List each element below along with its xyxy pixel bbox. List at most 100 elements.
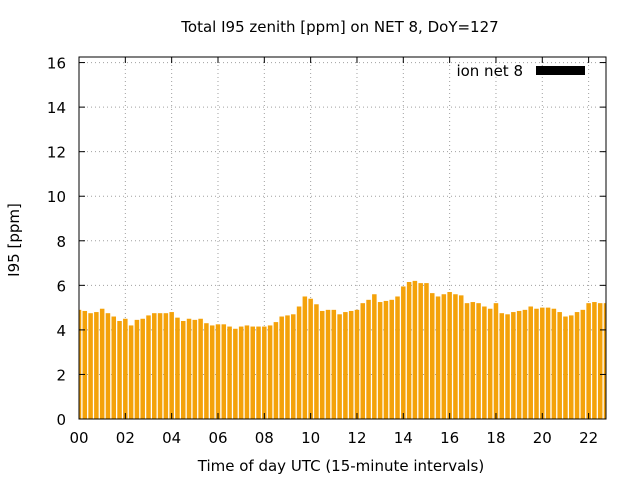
bar bbox=[366, 299, 371, 419]
bar bbox=[82, 310, 88, 419]
x-tick-label: 00 bbox=[69, 429, 88, 447]
bar bbox=[505, 314, 510, 419]
bar bbox=[163, 313, 169, 419]
bar bbox=[557, 312, 562, 419]
legend-label: ion net 8 bbox=[456, 62, 523, 80]
bar bbox=[105, 313, 111, 419]
y-tick-label: 10 bbox=[47, 188, 66, 206]
bar bbox=[308, 298, 313, 419]
bar bbox=[204, 323, 209, 419]
x-tick-label: 08 bbox=[255, 429, 274, 447]
bar bbox=[401, 286, 406, 419]
bar bbox=[279, 316, 284, 419]
legend-swatch bbox=[536, 66, 585, 75]
bar bbox=[180, 320, 186, 419]
bar bbox=[256, 326, 261, 419]
bar bbox=[435, 296, 441, 419]
bar bbox=[580, 309, 586, 419]
bar bbox=[152, 313, 157, 419]
y-tick-label: 14 bbox=[47, 99, 66, 117]
bar bbox=[88, 313, 93, 419]
bar bbox=[487, 308, 493, 419]
bar bbox=[447, 292, 452, 419]
bar bbox=[233, 328, 238, 419]
bar bbox=[192, 319, 198, 419]
bar bbox=[267, 325, 273, 419]
bars bbox=[79, 280, 606, 419]
x-tick-label: 16 bbox=[440, 429, 459, 447]
bar bbox=[285, 315, 290, 419]
bar bbox=[186, 318, 192, 419]
bar bbox=[250, 326, 255, 419]
bar bbox=[157, 313, 163, 419]
bar bbox=[337, 314, 342, 419]
y-tick-label: 8 bbox=[56, 233, 66, 251]
bar bbox=[123, 318, 128, 419]
bar bbox=[221, 324, 227, 419]
x-tick-label: 12 bbox=[347, 429, 366, 447]
bar bbox=[545, 307, 551, 419]
bar bbox=[343, 312, 348, 419]
bar bbox=[511, 312, 516, 419]
bar bbox=[79, 309, 82, 419]
x-tick-label: 20 bbox=[533, 429, 552, 447]
bar bbox=[291, 314, 296, 419]
bar bbox=[412, 280, 418, 419]
bar bbox=[215, 324, 221, 419]
bar bbox=[522, 309, 528, 419]
bar bbox=[296, 306, 302, 419]
bar bbox=[111, 316, 117, 419]
bar bbox=[331, 309, 337, 419]
grid-lines bbox=[79, 57, 606, 419]
bar bbox=[499, 313, 505, 419]
bar bbox=[597, 303, 603, 419]
y-tick-label: 0 bbox=[56, 411, 66, 429]
y-tick-label: 2 bbox=[56, 366, 66, 384]
bar bbox=[262, 326, 267, 419]
legend: ion net 8 bbox=[456, 62, 585, 80]
bar bbox=[424, 283, 429, 419]
bar bbox=[319, 310, 325, 419]
bar bbox=[377, 302, 383, 419]
bar bbox=[458, 295, 464, 419]
bar bbox=[534, 308, 539, 419]
chart-title: Total I95 zenith [ppm] on NET 8, DoY=127 bbox=[180, 18, 498, 36]
axis-ticks bbox=[78, 57, 606, 420]
bar bbox=[94, 312, 99, 419]
bar bbox=[146, 315, 151, 419]
bar bbox=[418, 283, 423, 419]
bar bbox=[574, 312, 580, 419]
x-tick-label: 10 bbox=[301, 429, 320, 447]
x-tick-label: 06 bbox=[208, 429, 227, 447]
bar bbox=[314, 304, 319, 419]
x-axis-label: Time of day UTC (15-minute intervals) bbox=[197, 457, 484, 475]
bar bbox=[516, 310, 522, 419]
bar bbox=[99, 308, 105, 419]
bar bbox=[273, 322, 279, 419]
bar bbox=[227, 326, 232, 419]
bar bbox=[360, 303, 366, 419]
bar bbox=[244, 325, 250, 419]
bar bbox=[372, 294, 377, 419]
bar bbox=[198, 318, 203, 419]
x-tick-label: 04 bbox=[162, 429, 181, 447]
bar bbox=[302, 296, 308, 419]
x-tick-label: 22 bbox=[579, 429, 598, 447]
bar bbox=[464, 303, 470, 419]
bar bbox=[354, 309, 360, 419]
bar bbox=[140, 318, 145, 419]
bar bbox=[476, 303, 481, 419]
bar bbox=[568, 315, 574, 419]
bar bbox=[383, 300, 389, 419]
bar bbox=[395, 296, 400, 419]
bar bbox=[348, 310, 354, 419]
bar bbox=[134, 319, 140, 419]
bar bbox=[470, 302, 476, 419]
bar bbox=[551, 308, 557, 419]
bar bbox=[586, 303, 591, 419]
y-axis-tick-labels: 0 2 4 6 8 10 12 14 16 bbox=[47, 55, 66, 429]
bar bbox=[453, 294, 458, 419]
y-tick-label: 12 bbox=[47, 144, 66, 162]
x-tick-label: 18 bbox=[486, 429, 505, 447]
